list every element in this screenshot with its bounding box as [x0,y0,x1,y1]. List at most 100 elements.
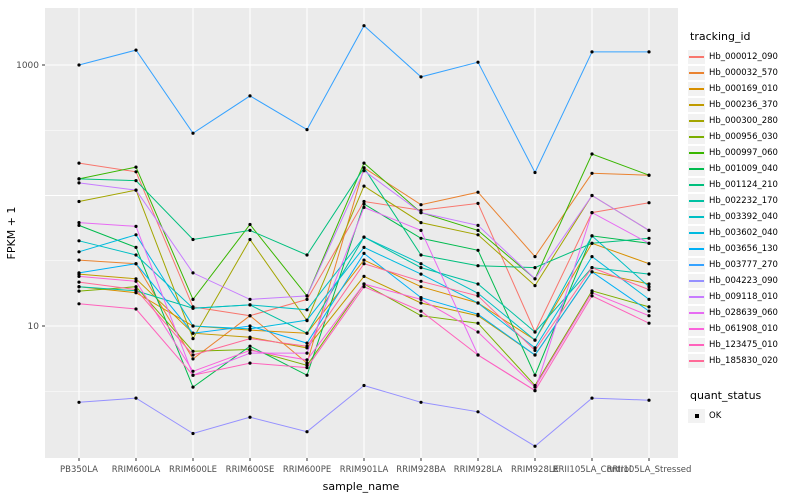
data-point [191,385,195,389]
legend-key-swatch [688,50,705,64]
data-point [191,324,195,328]
data-point [77,181,81,185]
data-point [134,277,138,281]
data-point [362,184,366,188]
legend-item-Hb_003656_130: Hb_003656_130 [688,241,800,257]
data-point [77,177,81,181]
data-point [134,279,138,283]
legend-line-icon [689,344,704,346]
data-point [362,169,366,173]
data-point [590,211,594,215]
data-point [533,170,537,175]
data-point [362,274,366,278]
legend-item-Hb_028639_060: Hb_028639_060 [688,305,800,321]
data-point [134,262,138,266]
data-point [191,237,195,242]
data-point [77,221,81,225]
data-point [590,294,594,298]
data-point [590,396,594,400]
legend-key-swatch [688,194,705,208]
data-point [647,285,651,289]
data-point [419,272,423,276]
legend-line-icon [689,216,704,218]
data-point [248,344,252,348]
data-point [533,255,537,259]
legend-line-icon [689,72,704,74]
data-point [533,330,537,334]
data-point [191,297,195,301]
data-point [134,288,138,292]
legend-line-icon [689,280,704,282]
legend-line-icon [689,120,704,122]
data-point [590,152,594,156]
legend-line-icon [689,184,704,186]
data-point [305,361,309,365]
data-point [248,348,252,352]
legend-spacer [688,369,800,389]
legend-item-label: Hb_001124_210 [709,180,778,190]
legend-item-quant-ok: OK [688,408,800,424]
legend-key-swatch [688,210,705,224]
data-point [134,165,138,169]
data-point [305,331,309,335]
legend-line-icon [689,136,704,138]
legend-item-Hb_000997_060: Hb_000997_060 [688,145,800,161]
data-point [476,291,480,295]
legend-key-swatch [688,146,705,160]
data-point [248,237,252,242]
legend-line-icon [689,296,704,298]
data-point [533,389,537,393]
legend-key-swatch [688,226,705,240]
legend-key-swatch [688,162,705,176]
data-point [77,274,81,278]
legend-key-swatch [688,66,705,80]
data-point [476,294,480,298]
data-point [590,241,594,245]
legend-item-label: Hb_000956_030 [709,132,778,142]
data-point [305,351,309,355]
legend-item-label: Hb_004223_090 [709,276,778,286]
panel-background [45,8,678,458]
data-point [305,366,309,370]
data-point [305,253,309,257]
data-point [419,400,423,404]
x-axis-title: sample_name [323,480,400,493]
data-point [362,383,366,388]
data-point [77,239,81,243]
data-point [362,202,366,206]
legend-line-icon [689,264,704,266]
data-point [476,282,480,286]
data-point [248,327,252,331]
data-point [419,285,423,289]
x-tick-label: RRII105LA_Stressed [607,465,692,475]
data-point [305,318,309,322]
data-point [362,166,366,170]
data-point [419,309,423,313]
data-point [647,305,651,309]
data-point [191,331,195,335]
data-point [590,234,594,238]
data-point [647,262,651,266]
legend-key-swatch [688,242,705,256]
data-point [305,344,309,348]
legend-item-label: Hb_028639_060 [709,308,778,318]
data-point [77,271,81,275]
data-point [476,312,480,316]
data-point [362,282,366,286]
data-point [647,236,651,240]
legend-item-label: Hb_003602_040 [709,228,778,238]
data-point [533,444,537,448]
legend-key-swatch [688,338,705,352]
data-point [362,199,366,204]
data-point [590,193,594,198]
data-point [362,258,366,262]
legend-item-label: Hb_000169_010 [709,84,778,94]
y-tick-label: 1000 [16,61,39,71]
data-point [476,330,480,334]
data-point [419,228,423,232]
legend-line-icon [689,152,704,154]
data-point [647,241,651,245]
legend-key-swatch [688,274,705,288]
legend-item-Hb_001124_210: Hb_001124_210 [688,177,800,193]
data-point [248,351,252,355]
